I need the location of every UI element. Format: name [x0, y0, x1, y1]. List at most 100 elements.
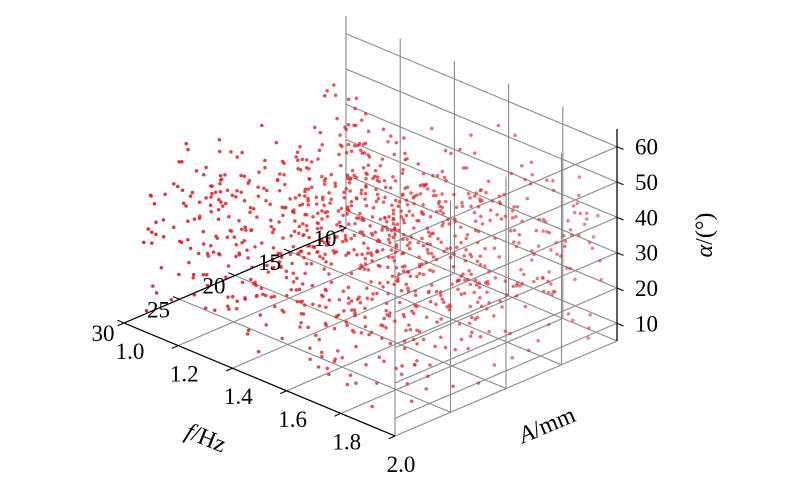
data-point	[361, 241, 366, 245]
data-point	[298, 203, 302, 208]
data-point	[503, 279, 508, 283]
data-point	[569, 233, 574, 238]
data-point	[339, 206, 344, 211]
data-point	[477, 285, 482, 290]
data-point	[514, 214, 518, 219]
grid-line-x-floor	[290, 251, 562, 366]
data-point	[298, 325, 302, 329]
data-point	[396, 279, 400, 283]
data-point	[478, 197, 482, 201]
data-point	[381, 225, 385, 229]
data-point	[514, 244, 519, 249]
data-point	[348, 373, 353, 378]
data-point	[590, 246, 595, 250]
data-point	[445, 247, 449, 251]
data-point	[226, 264, 231, 268]
data-point	[464, 236, 468, 241]
data-point	[517, 241, 521, 245]
data-point	[431, 174, 435, 178]
data-point	[536, 338, 540, 343]
data-point	[440, 224, 444, 228]
grid-line-y-floor	[340, 317, 564, 414]
data-point	[314, 333, 318, 338]
data-point	[448, 246, 453, 250]
data-point	[439, 335, 443, 340]
data-point	[260, 123, 264, 128]
data-point	[385, 219, 389, 224]
data-point	[290, 261, 294, 266]
data-point	[240, 280, 245, 285]
data-point	[333, 181, 337, 186]
data-point	[546, 279, 550, 284]
data-point	[415, 359, 419, 363]
data-point	[208, 203, 213, 207]
data-point	[502, 192, 506, 197]
data-point	[214, 234, 218, 238]
data-point	[248, 210, 252, 215]
data-point	[421, 337, 426, 342]
data-point	[478, 334, 483, 339]
data-point	[478, 295, 482, 300]
data-point	[470, 330, 474, 335]
data-point	[509, 229, 513, 233]
data-point	[327, 236, 331, 240]
data-point	[154, 220, 158, 224]
data-point	[375, 192, 380, 197]
data-point	[442, 300, 446, 304]
data-point	[203, 306, 208, 310]
data-point	[391, 208, 396, 212]
data-point	[235, 299, 239, 303]
data-point	[264, 198, 268, 203]
data-point	[348, 189, 352, 193]
data-point	[404, 328, 408, 333]
data-point	[295, 276, 299, 281]
data-point	[201, 229, 206, 234]
data-point	[358, 266, 362, 271]
data-point	[340, 239, 345, 244]
data-point	[483, 247, 487, 251]
data-point	[415, 342, 419, 346]
x-tick-mark	[283, 248, 291, 253]
z-tick-label: 50	[635, 170, 658, 195]
data-point	[392, 152, 397, 157]
data-point	[327, 372, 331, 377]
data-point	[360, 252, 364, 257]
data-point	[272, 294, 277, 299]
data-point	[521, 272, 526, 277]
data-point	[384, 225, 388, 229]
data-point	[307, 235, 311, 240]
data-point	[586, 336, 590, 340]
data-point	[410, 309, 414, 313]
data-point	[322, 182, 327, 186]
data-point	[547, 270, 552, 274]
data-point	[488, 218, 492, 223]
data-point	[413, 293, 418, 297]
data-point	[345, 382, 350, 387]
data-point	[278, 251, 283, 256]
x-tick-label: 15	[258, 250, 281, 275]
data-point	[296, 252, 300, 256]
data-point	[407, 209, 411, 214]
data-point	[196, 251, 201, 256]
data-point	[216, 208, 221, 212]
data-point	[386, 291, 390, 296]
data-point	[598, 258, 602, 263]
data-point	[218, 190, 223, 194]
data-point	[405, 157, 409, 161]
data-point	[563, 239, 568, 243]
data-point	[355, 253, 359, 257]
data-point	[364, 204, 369, 208]
data-point	[462, 254, 466, 258]
data-point	[161, 235, 166, 239]
data-point	[313, 125, 317, 130]
data-point	[570, 318, 575, 322]
data-point	[342, 309, 346, 313]
data-point	[389, 248, 394, 252]
data-point	[319, 238, 324, 243]
data-point	[301, 312, 306, 316]
data-point	[535, 276, 540, 281]
data-point	[396, 204, 401, 209]
data-point	[474, 191, 478, 195]
data-point	[434, 289, 439, 294]
data-point	[316, 211, 320, 216]
